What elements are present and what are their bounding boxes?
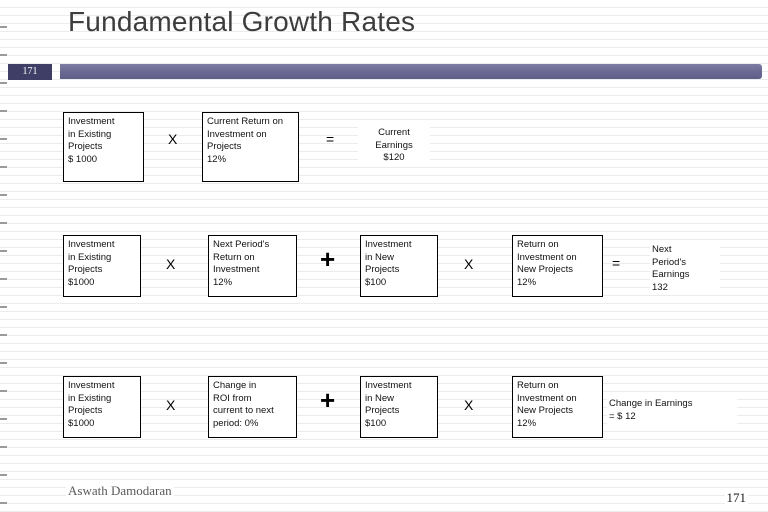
box-investment-new: Investment in New Projects $100 [360,376,438,438]
operator-multiply: X [464,256,474,272]
box-return-new-projects: Return on Investment on New Projects 12% [512,376,603,438]
box-investment-existing: Investment in Existing Projects $1000 [63,235,141,297]
box-roi-change: Change in ROI from current to next perio… [208,376,297,438]
operator-equals: = [326,131,335,147]
operator-multiply: X [166,397,176,413]
page-number: 171 [724,490,748,506]
left-edge-tick-marks [0,0,7,512]
operator-multiply: X [464,397,474,413]
box-return-new-projects: Return on Investment on New Projects 12% [512,235,603,297]
box-next-period-return: Next Period's Return on Investment 12% [208,235,297,297]
operator-equals: = [612,255,621,271]
box-investment-existing: Investment in Existing Projects $ 1000 [63,112,144,182]
footer-author: Aswath Damodaran [66,483,174,499]
box-current-return: Current Return on Investment on Projects… [202,112,299,182]
result-next-period-earnings: Next Period's Earnings 132 [650,243,720,296]
operator-multiply: X [166,256,176,272]
slide-title: Fundamental Growth Rates [68,6,416,37]
result-current-earnings: Current Earnings $120 [358,126,430,166]
slide-number-badge: 171 [8,64,52,80]
operator-plus: + [320,244,336,274]
operator-plus: + [320,385,336,415]
result-change-in-earnings: Change in Earnings = $ 12 [607,397,737,425]
operator-multiply: X [168,131,178,147]
accent-bar [60,64,762,79]
box-investment-new: Investment in New Projects $100 [360,235,438,297]
box-investment-existing: Investment in Existing Projects $1000 [63,376,141,438]
